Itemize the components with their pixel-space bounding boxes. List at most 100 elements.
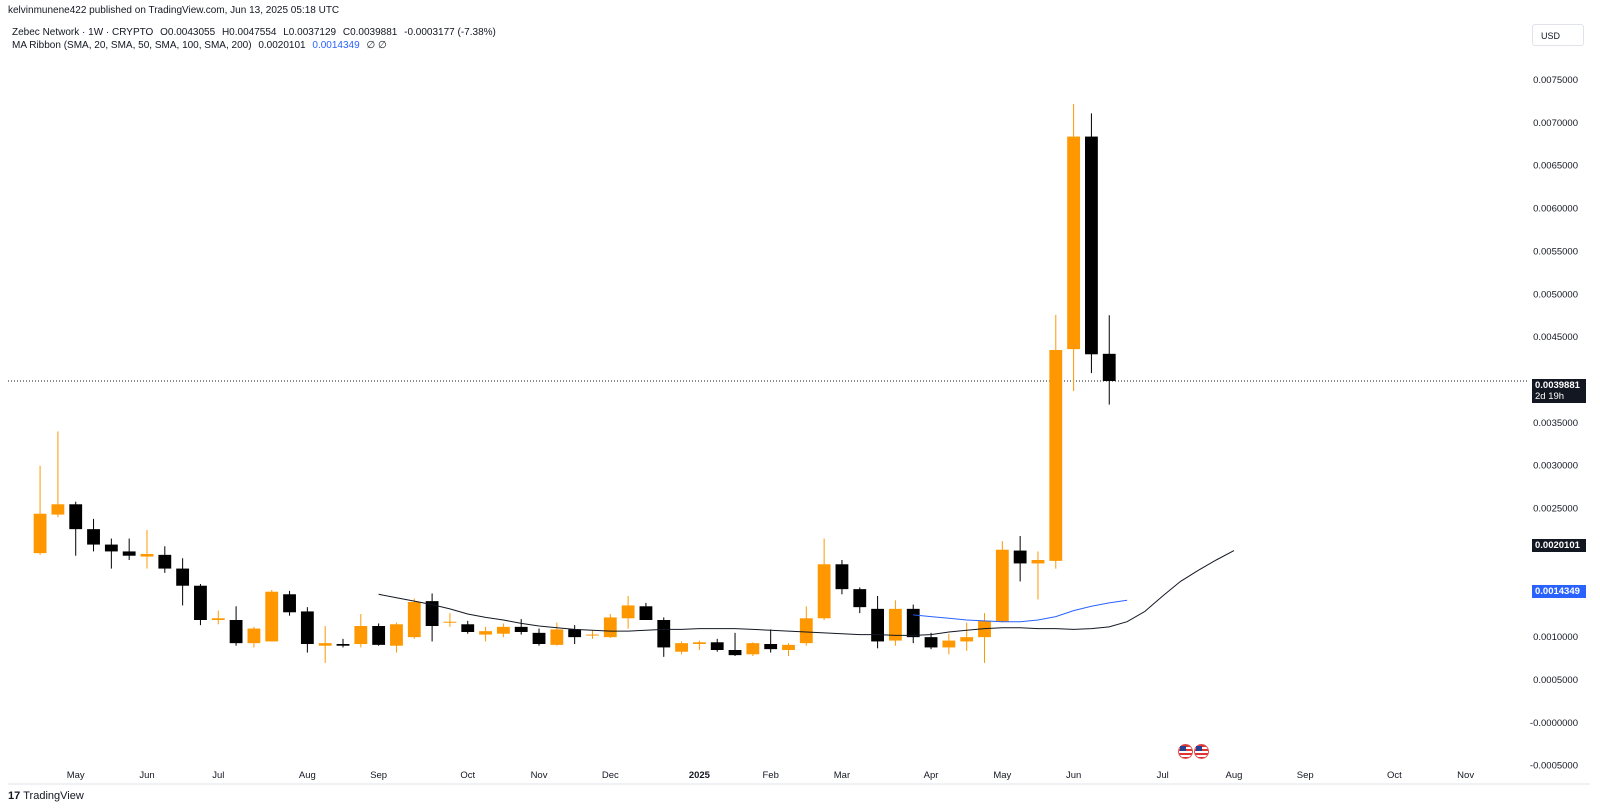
x-tick-label: Oct xyxy=(460,770,475,781)
candle[interactable] xyxy=(461,620,475,634)
candle-body xyxy=(1085,136,1098,355)
x-tick-label: Apr xyxy=(924,770,939,781)
candle-body xyxy=(443,621,457,623)
candle[interactable] xyxy=(550,622,564,646)
candle[interactable] xyxy=(1013,536,1027,582)
candle-body xyxy=(675,643,688,652)
sma-50-line[interactable] xyxy=(913,599,1128,623)
candle-body xyxy=(746,643,760,655)
candle[interactable] xyxy=(122,538,136,560)
candle-body xyxy=(817,564,831,619)
candle-body xyxy=(764,644,778,650)
candle-body xyxy=(603,617,617,638)
candle[interactable] xyxy=(247,626,261,648)
candle[interactable] xyxy=(140,530,154,569)
candle[interactable] xyxy=(746,642,760,656)
candle[interactable] xyxy=(1031,551,1045,600)
candle[interactable] xyxy=(354,614,368,648)
candle[interactable] xyxy=(568,625,582,644)
x-tick-label: May xyxy=(67,770,85,781)
candle[interactable] xyxy=(194,584,207,626)
candle[interactable] xyxy=(906,604,920,644)
y-tick-label: 0.0050000 xyxy=(1533,289,1578,300)
candle[interactable] xyxy=(782,643,795,656)
candle-body xyxy=(87,529,100,545)
candle[interactable] xyxy=(675,641,688,655)
candle[interactable] xyxy=(1085,113,1098,374)
candle[interactable] xyxy=(496,623,510,638)
candle[interactable] xyxy=(425,593,439,642)
candle-body xyxy=(372,626,386,645)
candle[interactable] xyxy=(158,546,172,573)
candle[interactable] xyxy=(265,590,279,642)
y-tick-label: 0.0070000 xyxy=(1533,118,1578,129)
candle[interactable] xyxy=(924,632,938,650)
candle[interactable] xyxy=(176,558,190,606)
candle[interactable] xyxy=(1102,315,1116,405)
candle[interactable] xyxy=(532,628,546,646)
candle-body xyxy=(496,626,510,634)
candle[interactable] xyxy=(283,590,296,616)
candle[interactable] xyxy=(621,596,635,629)
candle[interactable] xyxy=(692,640,706,650)
candle[interactable] xyxy=(853,587,867,614)
candle[interactable] xyxy=(229,606,243,646)
sma-20-line[interactable] xyxy=(378,550,1235,636)
y-tick-label: 0.0060000 xyxy=(1533,204,1578,215)
candle[interactable] xyxy=(69,501,83,556)
candle[interactable] xyxy=(390,622,403,653)
candle[interactable] xyxy=(764,629,778,653)
candle[interactable] xyxy=(318,626,332,663)
candle[interactable] xyxy=(942,633,956,655)
candle-body xyxy=(283,594,296,613)
candle[interactable] xyxy=(799,606,813,646)
candle[interactable] xyxy=(817,538,831,620)
y-tick-label: 0.0055000 xyxy=(1533,246,1578,257)
candle[interactable] xyxy=(871,596,885,649)
tradingview-logo[interactable]: 17 TradingView xyxy=(8,790,84,802)
candle[interactable] xyxy=(603,614,617,638)
candle[interactable] xyxy=(372,623,386,646)
candle-body xyxy=(51,504,65,515)
ma-ribbon-name[interactable]: MA Ribbon (SMA, 20, SMA, 50, SMA, 100, S… xyxy=(12,40,252,51)
symbol-name[interactable]: Zebec Network · 1W · CRYPTO xyxy=(12,27,154,38)
candle-body xyxy=(354,626,368,644)
currency-selector[interactable]: USD xyxy=(1532,24,1584,46)
candles xyxy=(33,104,1116,663)
candle[interactable] xyxy=(657,617,671,657)
candle[interactable] xyxy=(443,613,457,627)
candle[interactable] xyxy=(479,626,492,642)
candle[interactable] xyxy=(33,465,47,555)
candle[interactable] xyxy=(1049,314,1063,569)
candle[interactable] xyxy=(104,538,118,569)
x-tick-label: Jun xyxy=(1066,770,1081,781)
us-flag-icon[interactable] xyxy=(1178,744,1193,759)
events-markers[interactable] xyxy=(1178,744,1210,764)
candle[interactable] xyxy=(211,610,225,625)
candle[interactable] xyxy=(336,638,350,648)
candle-body xyxy=(390,624,403,646)
candle[interactable] xyxy=(514,619,528,635)
x-tick-label: Feb xyxy=(762,770,778,781)
candle[interactable] xyxy=(639,602,653,620)
candle-body xyxy=(568,629,582,638)
us-flag-icon[interactable] xyxy=(1194,744,1210,759)
candle[interactable] xyxy=(51,431,65,518)
candle[interactable] xyxy=(835,560,849,595)
candle[interactable] xyxy=(995,541,1009,623)
candle[interactable] xyxy=(407,598,421,639)
candle[interactable] xyxy=(586,630,599,639)
tradingview-logo-text: TradingView xyxy=(23,790,84,802)
sma50-price-label: 0.0014349 xyxy=(1532,585,1586,598)
time-axis: May Jun Jul Aug Sep Oct Nov Dec 2025 Feb Mar Apr May… xyxy=(67,770,1475,781)
candle[interactable] xyxy=(888,600,902,646)
candle[interactable] xyxy=(300,607,314,653)
candle[interactable] xyxy=(1067,104,1081,392)
candle-body xyxy=(336,644,350,646)
candle[interactable] xyxy=(710,638,724,652)
candle[interactable] xyxy=(960,622,974,651)
candle[interactable] xyxy=(87,518,100,552)
candle[interactable] xyxy=(728,632,742,656)
candle-body xyxy=(960,637,974,642)
